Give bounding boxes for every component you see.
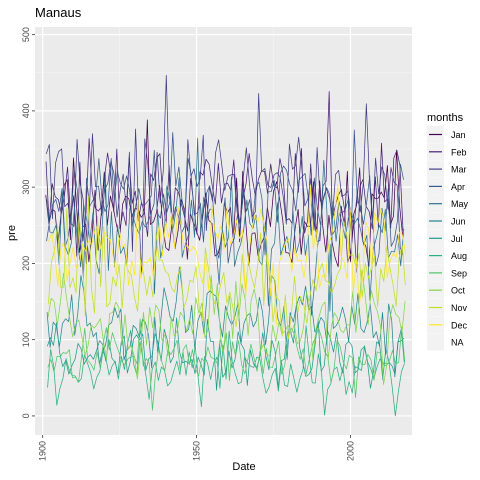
chart-title: Manaus — [35, 5, 82, 20]
legend-label: Mar — [451, 165, 467, 175]
series-line-oct — [47, 269, 406, 385]
y-tick-label: 400 — [21, 103, 31, 118]
series-line-feb — [45, 91, 404, 273]
legend-label: NA — [451, 338, 464, 348]
legend-label: Nov — [451, 303, 468, 313]
x-axis-title: Date — [232, 461, 255, 473]
y-tick-label: 200 — [21, 256, 31, 271]
series-lines — [45, 74, 406, 417]
y-tick-label: 100 — [21, 332, 31, 347]
legend-label: Jul — [451, 234, 463, 244]
x-tick-label: 1950 — [192, 441, 202, 461]
y-tick-label: 500 — [21, 27, 31, 42]
legend-label: Apr — [451, 182, 465, 192]
series-line-dec — [48, 184, 406, 325]
legend-label: Oct — [451, 286, 466, 296]
plot-panel — [35, 27, 412, 435]
series-line-may — [46, 138, 405, 316]
x-axis: 1900 1950 2000 — [38, 435, 355, 461]
legend-label: Feb — [451, 147, 467, 157]
legend-title: months — [427, 112, 464, 124]
x-tick-label: 2000 — [345, 441, 355, 461]
minor-gridlines — [35, 27, 412, 435]
y-axis-title: pre — [6, 225, 18, 241]
legend: months Jan Feb Mar Apr May Jun Jul Aug Sep Oct Nov… — [427, 112, 469, 351]
legend-label: Dec — [451, 320, 468, 330]
legend-items: Jan Feb Mar Apr May Jun Jul Aug Sep Oct Nov Dec NA — [427, 126, 469, 351]
legend-label: Sep — [451, 268, 467, 278]
legend-label: May — [451, 199, 469, 209]
series-line-aug — [47, 325, 405, 417]
x-tick-label: 1900 — [38, 441, 48, 461]
legend-label: Jun — [451, 217, 466, 227]
series-line-jun — [46, 244, 405, 378]
y-tick-label: 0 — [21, 413, 31, 418]
legend-label: Aug — [451, 251, 467, 261]
y-axis: 0 100 200 300 400 500 — [21, 27, 35, 418]
series-line-sep — [47, 318, 406, 411]
legend-label: Jan — [451, 130, 466, 140]
legend-key — [427, 333, 444, 351]
y-tick-label: 300 — [21, 180, 31, 195]
series-line-nov — [47, 195, 406, 340]
